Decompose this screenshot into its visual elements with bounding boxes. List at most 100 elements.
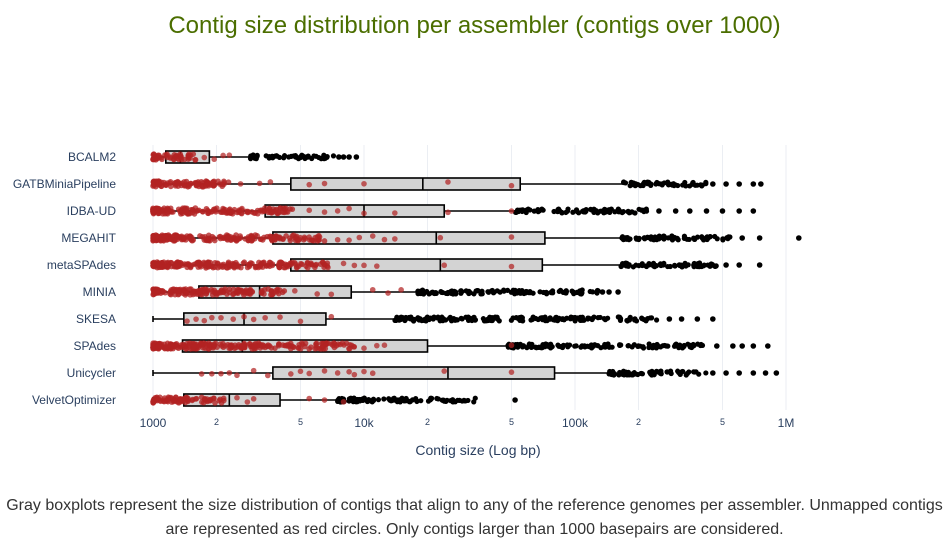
outlier-point bbox=[796, 235, 802, 241]
outlier-point bbox=[559, 344, 566, 351]
chart-title: Contig size distribution per assembler (… bbox=[168, 12, 781, 39]
unmapped-point bbox=[287, 237, 294, 244]
unmapped-point bbox=[304, 265, 311, 271]
unmapped-point bbox=[210, 395, 217, 401]
outlier-point bbox=[529, 341, 535, 347]
outlier-point bbox=[694, 316, 701, 322]
outlier-point bbox=[381, 396, 387, 402]
outlier-point bbox=[530, 290, 536, 296]
unmapped-point bbox=[331, 344, 338, 351]
outlier-point bbox=[494, 314, 500, 320]
outlier-point bbox=[636, 206, 642, 212]
outlier-point bbox=[397, 399, 403, 405]
unmapped-point bbox=[151, 208, 157, 214]
outlier-point bbox=[565, 206, 571, 212]
outlier-point bbox=[671, 234, 678, 241]
unmapped-point bbox=[340, 399, 347, 405]
unmapped-point bbox=[250, 316, 257, 323]
unmapped-point bbox=[170, 398, 177, 405]
unmapped-point bbox=[341, 342, 347, 348]
outlier-point bbox=[471, 291, 477, 297]
outlier-point bbox=[250, 152, 256, 158]
outlier-point bbox=[390, 397, 396, 403]
unmapped-point bbox=[250, 396, 257, 402]
outlier-point bbox=[639, 315, 645, 322]
unmapped-point bbox=[185, 234, 192, 241]
x-axis-title: Contig size (Log bp) bbox=[415, 442, 540, 458]
unmapped-point bbox=[287, 260, 294, 267]
unmapped-point bbox=[267, 179, 274, 185]
unmapped-point bbox=[292, 235, 298, 241]
outlier-point bbox=[653, 317, 660, 323]
unmapped-point bbox=[241, 313, 247, 320]
box bbox=[290, 177, 522, 191]
outlier-point bbox=[276, 154, 283, 160]
unmapped-point bbox=[508, 208, 515, 214]
box-row-metaspades bbox=[150, 258, 763, 272]
outlier-point bbox=[346, 154, 352, 160]
x-tick-label: 1M bbox=[778, 416, 795, 430]
unmapped-point bbox=[189, 289, 196, 296]
unmapped-point bbox=[153, 233, 160, 240]
outlier-point bbox=[606, 289, 612, 295]
box-row-skesa bbox=[152, 312, 716, 326]
x-tick-label: 2 bbox=[425, 417, 430, 427]
unmapped-point bbox=[374, 342, 380, 349]
unmapped-point bbox=[150, 344, 156, 351]
outlier-point bbox=[371, 397, 377, 404]
outlier-point bbox=[667, 263, 673, 270]
unmapped-point bbox=[334, 370, 341, 376]
outlier-point bbox=[281, 155, 287, 161]
outlier-point bbox=[547, 345, 554, 351]
outlier-point bbox=[557, 287, 564, 293]
unmapped-point bbox=[157, 398, 164, 405]
outlier-point bbox=[403, 395, 409, 402]
unmapped-point bbox=[269, 209, 276, 216]
unmapped-point bbox=[445, 209, 451, 216]
unmapped-point bbox=[385, 290, 391, 296]
outlier-point bbox=[756, 235, 763, 241]
x-tick-label: 100k bbox=[562, 416, 589, 430]
outlier-point bbox=[691, 343, 697, 349]
outlier-point bbox=[410, 317, 416, 324]
unmapped-point bbox=[230, 286, 237, 293]
outlier-point bbox=[650, 370, 657, 376]
outlier-point bbox=[579, 287, 585, 293]
unmapped-point bbox=[335, 341, 341, 347]
unmapped-point bbox=[211, 182, 218, 188]
unmapped-point bbox=[392, 236, 398, 242]
outlier-point bbox=[690, 179, 696, 186]
outlier-point bbox=[324, 153, 330, 160]
outlier-point bbox=[524, 345, 530, 351]
unmapped-point bbox=[306, 234, 312, 240]
unmapped-point bbox=[346, 237, 352, 243]
unmapped-point bbox=[398, 287, 404, 293]
outlier-point bbox=[563, 290, 569, 296]
outlier-point bbox=[646, 344, 652, 351]
unmapped-point bbox=[295, 344, 302, 351]
unmapped-point bbox=[168, 287, 174, 293]
outlier-point bbox=[714, 236, 720, 242]
outlier-point bbox=[591, 209, 597, 215]
outlier-point bbox=[736, 262, 742, 268]
outlier-point bbox=[587, 288, 593, 295]
outlier-point bbox=[602, 344, 608, 350]
unmapped-point bbox=[276, 264, 283, 271]
unmapped-point bbox=[306, 395, 313, 402]
unmapped-point bbox=[320, 340, 326, 347]
unmapped-point bbox=[274, 210, 280, 216]
outlier-point bbox=[662, 342, 668, 349]
outlier-point bbox=[646, 260, 652, 267]
outlier-point bbox=[512, 397, 518, 403]
unmapped-point bbox=[173, 232, 179, 239]
unmapped-point bbox=[254, 207, 261, 214]
outlier-point bbox=[640, 345, 647, 351]
boxplot-chart: BCALM2 GATBMiniaPipeline IDBA-UD MEGAHIT met… bbox=[13, 145, 802, 458]
unmapped-point bbox=[381, 342, 388, 349]
unmapped-point bbox=[153, 289, 159, 295]
outlier-point bbox=[723, 181, 729, 187]
unmapped-point bbox=[331, 340, 337, 346]
outlier-point bbox=[681, 235, 687, 242]
unmapped-point bbox=[201, 154, 208, 161]
outlier-point bbox=[558, 316, 565, 322]
